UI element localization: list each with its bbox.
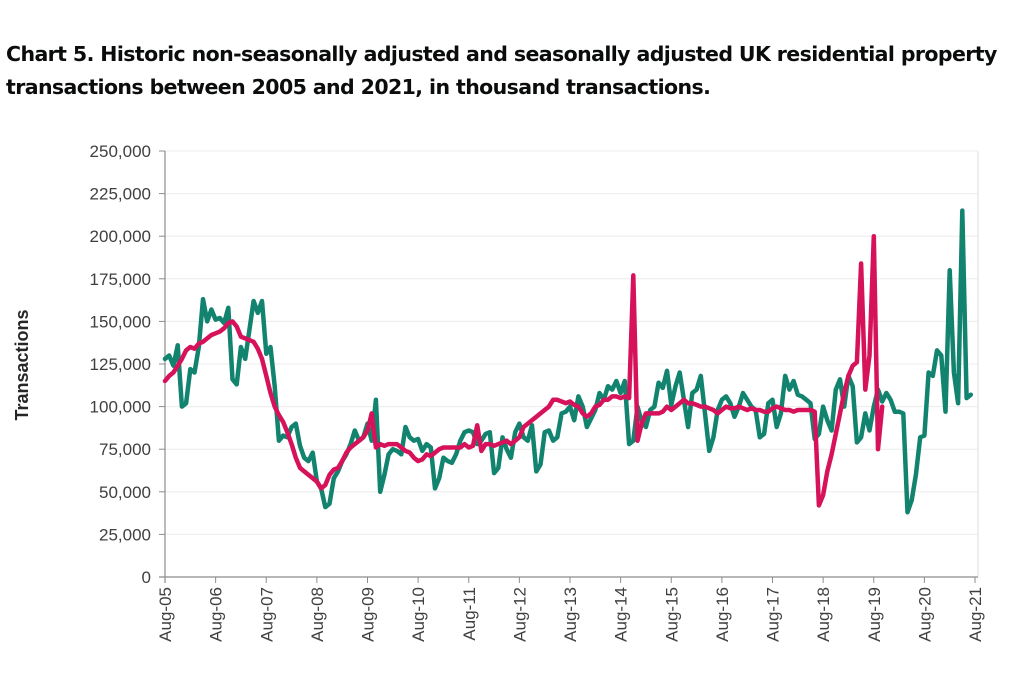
x-tick-label: Aug-11: [460, 587, 479, 641]
y-tick-label: 25,000: [99, 525, 151, 544]
x-tick-label: Aug-20: [915, 587, 934, 642]
series-lines: [162, 208, 974, 515]
y-tick-label: 175,000: [90, 270, 151, 289]
x-tick-label: Aug-21: [966, 587, 985, 642]
x-tick-label: Aug-19: [865, 587, 884, 642]
x-tick-label: Aug-13: [561, 587, 580, 642]
y-tick-label: 200,000: [90, 227, 151, 246]
y-axis-label: Transactions: [12, 309, 32, 420]
x-tick-label: Aug-18: [814, 587, 833, 642]
x-tick-label: Aug-10: [409, 587, 428, 642]
x-tick-label: Aug-09: [359, 587, 378, 642]
x-tick-label: Aug-07: [257, 587, 276, 642]
y-tick-label: 150,000: [90, 312, 151, 331]
x-tick-label: Aug-15: [662, 587, 681, 642]
y-tick-label: 50,000: [99, 483, 151, 502]
x-tick-label: Aug-08: [308, 587, 327, 642]
x-tick-label: Aug-16: [713, 587, 732, 642]
plot-frame: [165, 150, 979, 577]
y-axis: 0 25,000 50,000 75,000 100,000 125,000 150,000…: [90, 142, 166, 587]
x-tick-label: Aug-05: [156, 587, 175, 642]
x-tick-label: Aug-17: [764, 587, 783, 642]
y-tick-label: 75,000: [99, 440, 151, 459]
x-tick-label: Aug-12: [510, 587, 529, 642]
x-tick-label: Aug-06: [207, 587, 226, 642]
series-line-seasonally-adjusted: [162, 233, 885, 508]
y-tick-label: 100,000: [90, 398, 151, 417]
x-tick-label: Aug-14: [612, 587, 631, 642]
y-tick-label: 125,000: [90, 355, 151, 374]
x-axis: Aug-05 Aug-06 Aug-07 Aug-08 Aug-09 Aug-10 Aug-…: [156, 576, 985, 642]
y-tick-label: 225,000: [90, 185, 151, 204]
series-line-non-seasonally-adjusted: [162, 208, 974, 515]
y-tick-label: 0: [142, 568, 151, 587]
y-tick-label: 250,000: [90, 142, 151, 161]
chart-title: Chart 5. Historic non-seasonally adjuste…: [6, 42, 997, 99]
